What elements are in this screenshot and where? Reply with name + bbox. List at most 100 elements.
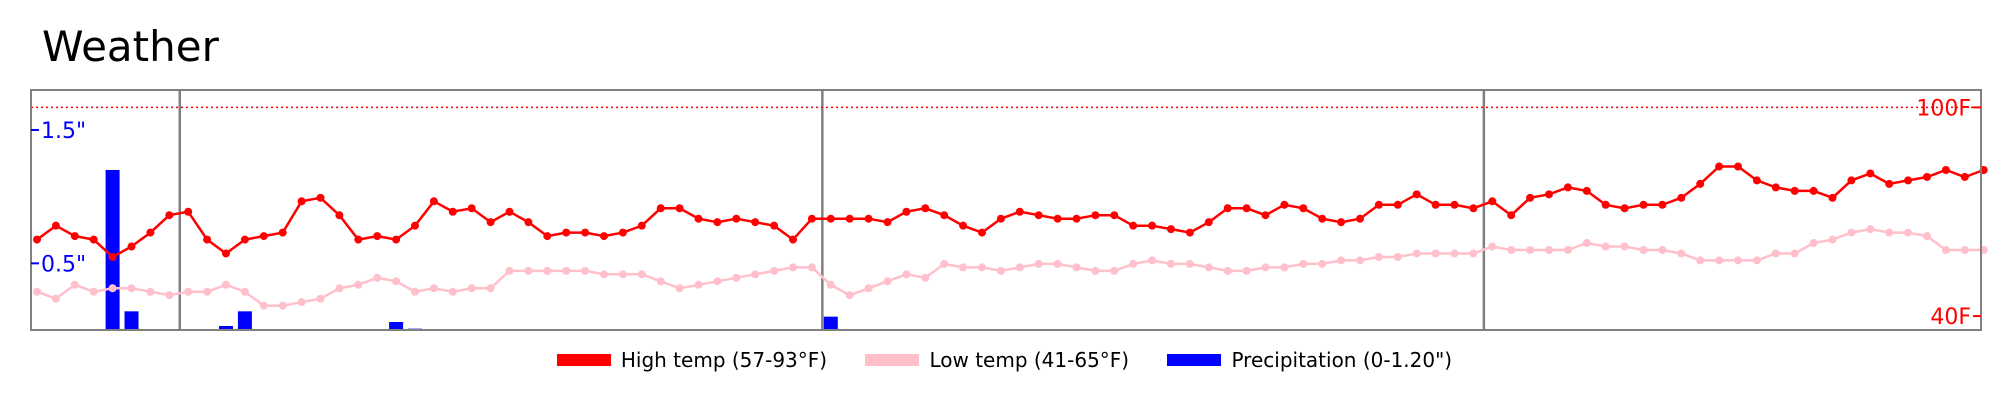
low-temp-point-65 <box>1261 263 1270 272</box>
precip-bar-19 <box>389 322 404 330</box>
high-temp-point-12 <box>259 232 268 241</box>
low-temp-point-10 <box>222 280 230 289</box>
low-temp-point-34 <box>675 284 684 293</box>
low-temp-point-56 <box>1091 266 1100 275</box>
high-temp-point-60 <box>1167 225 1175 234</box>
high-temp-point-97 <box>1866 169 1875 178</box>
high-temp-point-49 <box>959 221 968 230</box>
low-temp-point-59 <box>1148 256 1157 265</box>
high-temp-point-70 <box>1356 214 1364 223</box>
high-temp-point-47 <box>921 204 930 213</box>
low-temp-point-35 <box>694 280 703 289</box>
low-temp-point-43 <box>845 291 854 300</box>
high-temp-point-33 <box>656 204 665 213</box>
low-temp-point-31 <box>618 270 627 279</box>
high-temp-point-20 <box>411 221 419 230</box>
high-temp-point-79 <box>1526 193 1535 202</box>
low-temp-point-28 <box>562 266 571 275</box>
low-temp-point-90 <box>1734 256 1742 265</box>
high-temp-point-86 <box>1658 200 1667 209</box>
high-temp-point-68 <box>1318 214 1327 223</box>
precip-bar-4 <box>105 170 120 330</box>
low-temp-point-30 <box>600 270 608 279</box>
low-temp-point-77 <box>1488 242 1497 251</box>
low-temp-point-14 <box>297 298 306 307</box>
high-temp-point-100 <box>1923 172 1931 181</box>
legend-swatch-precip <box>1167 354 1222 366</box>
high-temp-point-22 <box>448 207 457 216</box>
high-temp-point-3 <box>89 235 98 244</box>
high-temp-point-27 <box>543 232 552 241</box>
low-temp-point-3 <box>89 287 98 296</box>
low-temp-point-98 <box>1885 228 1894 237</box>
low-temp-point-50 <box>978 263 986 272</box>
high-temp-point-61 <box>1185 228 1194 237</box>
low-temp-point-64 <box>1242 266 1251 275</box>
precipitation-bars <box>105 170 838 330</box>
low-temp-point-16 <box>335 284 344 293</box>
low-temp-point-27 <box>543 266 552 275</box>
low-temp-point-47 <box>921 273 930 282</box>
low-temp-line <box>36 227 1984 307</box>
high-temp-point-48 <box>940 211 949 220</box>
high-temp-point-78 <box>1507 211 1516 220</box>
high-temp-point-83 <box>1601 200 1610 209</box>
high-temp-point-62 <box>1204 218 1213 227</box>
high-temp-point-2 <box>70 232 79 241</box>
precip-tick-label-0.5: 0.5" <box>41 252 86 277</box>
high-temp-point-25 <box>505 207 514 216</box>
low-temp-point-39 <box>770 266 779 275</box>
high-temp-point-58 <box>1129 221 1138 230</box>
precip-bar-11 <box>237 311 252 330</box>
high-temp-point-38 <box>751 218 760 227</box>
high-temp-point-95 <box>1828 193 1837 202</box>
low-temp-point-45 <box>883 277 892 286</box>
low-temp-point-71 <box>1374 252 1383 261</box>
low-temp-point-11 <box>240 287 249 296</box>
high-temp-point-76 <box>1469 204 1478 213</box>
low-temp-point-32 <box>637 270 646 279</box>
low-temp-point-75 <box>1450 249 1459 258</box>
high-temp-point-64 <box>1242 204 1251 213</box>
high-temp-point-91 <box>1752 176 1761 185</box>
low-temp-point-86 <box>1658 246 1667 254</box>
low-temp-point-23 <box>467 284 476 293</box>
high-temp-point-54 <box>1053 214 1062 223</box>
low-temp-point-5 <box>127 284 136 293</box>
low-temp-point-6 <box>146 287 155 296</box>
low-temp-series <box>33 225 1988 310</box>
high-temp-point-94 <box>1809 186 1818 195</box>
high-temp-point-26 <box>524 218 533 227</box>
high-temp-point-7 <box>165 211 174 220</box>
high-temp-point-96 <box>1847 176 1856 185</box>
low-temp-point-20 <box>411 287 419 296</box>
low-temp-point-4 <box>108 284 117 293</box>
legend-item-precip: Precipitation (0-1.20") <box>1167 348 1452 372</box>
low-temp-point-94 <box>1809 239 1818 248</box>
high-temp-series <box>33 162 1988 261</box>
high-temp-point-1 <box>51 221 60 230</box>
low-temp-point-44 <box>864 284 873 293</box>
low-temp-point-80 <box>1545 246 1553 254</box>
low-temp-point-72 <box>1393 252 1402 261</box>
high-temp-point-28 <box>562 228 571 237</box>
low-temp-point-41 <box>807 263 816 272</box>
high-temp-point-50 <box>978 228 986 237</box>
low-temp-point-97 <box>1866 225 1875 234</box>
low-temp-point-57 <box>1110 266 1119 275</box>
high-temp-point-52 <box>1015 207 1024 216</box>
high-temp-point-73 <box>1412 190 1421 199</box>
high-temp-point-16 <box>335 211 344 220</box>
precip-bar-5 <box>124 311 139 330</box>
high-temp-point-65 <box>1261 211 1270 220</box>
high-temp-point-80 <box>1545 190 1553 199</box>
low-temp-point-88 <box>1696 256 1705 265</box>
low-temp-point-26 <box>524 266 533 275</box>
low-temp-point-33 <box>656 277 665 286</box>
low-temp-point-81 <box>1563 246 1572 254</box>
high-temp-point-87 <box>1677 193 1686 202</box>
low-temp-point-21 <box>429 284 438 293</box>
low-temp-point-9 <box>203 287 212 296</box>
high-temp-point-30 <box>600 232 608 241</box>
low-temp-point-85 <box>1639 246 1648 254</box>
